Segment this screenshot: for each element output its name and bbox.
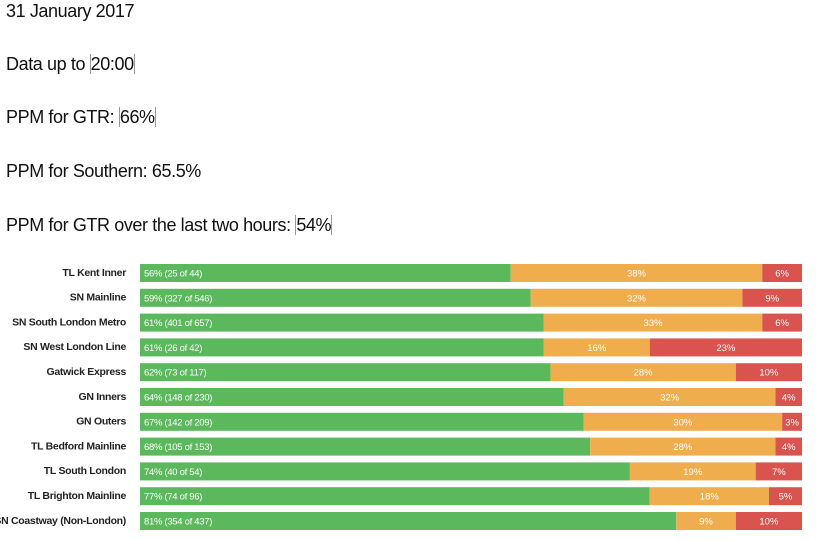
value-label: 62% (73 of 117) <box>144 368 207 379</box>
bar-segment <box>762 264 802 282</box>
category-label: Gatwick Express <box>46 366 126 378</box>
bar-segment <box>510 264 763 282</box>
value: 66% <box>118 107 156 127</box>
bar-segment <box>140 288 531 307</box>
bar-segment <box>583 412 783 431</box>
value-label: 28% <box>634 368 654 379</box>
category-label: GN Inners <box>79 391 127 403</box>
value-label: 4% <box>782 442 796 453</box>
bar-segment <box>140 313 544 332</box>
category-label: TL South London <box>44 465 126 477</box>
bar-segment <box>550 363 736 382</box>
value-label: 28% <box>673 442 693 453</box>
bar-segment <box>543 313 763 332</box>
category-label: SN Mainline <box>70 292 127 304</box>
bar-segment <box>543 338 650 357</box>
bar-segment <box>530 288 743 307</box>
bar-segment <box>782 412 802 431</box>
category-label: GN Outers <box>76 416 126 428</box>
bar-segment <box>735 363 802 382</box>
label: Data up to <box>6 54 86 74</box>
value-label: 10% <box>759 368 779 379</box>
value-label: 38% <box>627 269 647 280</box>
category-label: TL Brighton Mainline <box>28 490 127 502</box>
bar-segment <box>140 487 650 506</box>
value-label: 56% (25 of 44) <box>144 269 202 280</box>
bar-segment <box>735 512 802 530</box>
bar-segment <box>649 487 769 506</box>
bar-segment <box>140 264 511 282</box>
value-label: 4% <box>782 393 796 404</box>
category-label: TL Bedford Mainline <box>31 440 126 452</box>
bar-segment <box>768 487 802 506</box>
value-label: 18% <box>700 492 720 503</box>
bar-segment <box>676 512 736 530</box>
bar-segment <box>755 462 802 481</box>
value-label: 9% <box>765 293 779 304</box>
value-label: 59% (327 of 546) <box>144 293 212 304</box>
value-label: 3% <box>785 417 799 428</box>
value: 20:00 <box>89 54 135 74</box>
bar-segment <box>629 462 756 481</box>
category-label: SN South London Metro <box>12 316 126 328</box>
value-label: 61% (401 of 657) <box>144 318 212 329</box>
label: PPM for GTR over the last two hours: <box>6 215 291 235</box>
bar-segment <box>140 388 564 406</box>
bar-segment <box>775 437 802 456</box>
date: 31 January 2017 <box>6 1 135 21</box>
value-label: 5% <box>779 492 793 503</box>
value-label: 32% <box>660 393 680 404</box>
bar-segment <box>140 412 584 431</box>
value-label: 30% <box>673 417 693 428</box>
bar-segment <box>140 363 551 382</box>
bar-segment <box>590 437 776 456</box>
category-label: TL Kent Inner <box>62 267 126 279</box>
bar-segment <box>742 288 802 307</box>
bar-segment <box>140 437 591 456</box>
value-label: 81% (354 of 437) <box>144 517 212 528</box>
bar-segment <box>762 313 802 332</box>
bar-segment <box>649 338 802 357</box>
label: PPM for GTR: <box>6 107 115 127</box>
ppm-gtr-two-hours: PPM for GTR over the last two hours: 54% <box>6 215 333 236</box>
value-label: 32% <box>627 293 647 304</box>
bar-segment <box>775 388 802 406</box>
data-up-to: Data up to 20:00 <box>6 54 135 75</box>
value-label: 74% (40 of 54) <box>144 467 202 478</box>
value-label: 68% (105 of 153) <box>144 442 212 453</box>
value-label: 9% <box>699 517 713 528</box>
value-label: 10% <box>759 517 779 528</box>
value-label: 23% <box>716 343 736 354</box>
value-label: 16% <box>587 343 607 354</box>
category-label: SN Coastway (Non-London) <box>0 515 126 527</box>
ppm-gtr: PPM for GTR: 66% <box>6 107 156 128</box>
value-label: 6% <box>775 269 789 280</box>
ppm-southern: PPM for Southern: 65.5% <box>6 161 201 181</box>
value: 54% <box>295 215 333 235</box>
bar-segment <box>140 462 630 481</box>
value-label: 61% (26 of 42) <box>144 343 202 354</box>
value-label: 33% <box>644 318 664 329</box>
bar-segment <box>563 388 776 406</box>
value-label: 77% (74 of 96) <box>144 492 202 503</box>
value-label: 7% <box>772 467 786 478</box>
value-label: 64% (148 of 230) <box>144 393 212 404</box>
value-label: 19% <box>683 467 703 478</box>
value-label: 6% <box>775 318 789 329</box>
bar-segment <box>140 338 544 357</box>
value-label: 67% (142 of 209) <box>144 417 212 428</box>
bar-segment <box>140 512 677 530</box>
category-label: SN West London Line <box>23 341 126 353</box>
